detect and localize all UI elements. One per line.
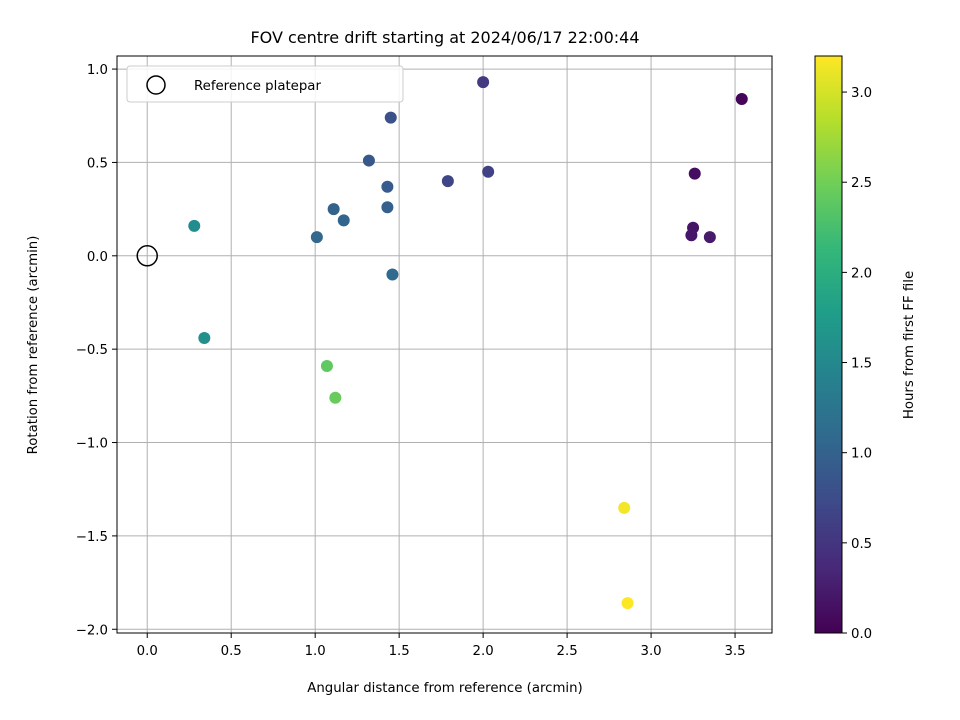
x-tick-label: 0.5 bbox=[221, 644, 242, 659]
scatter-point bbox=[703, 231, 716, 244]
legend-marker-icon bbox=[146, 75, 166, 95]
scatter-point bbox=[735, 92, 748, 105]
y-tick-label: 0.0 bbox=[87, 250, 108, 265]
colorbar-gradient bbox=[814, 55, 843, 634]
x-tick-label: 3.5 bbox=[724, 644, 745, 659]
scatter-point bbox=[198, 331, 211, 344]
y-axis-ticks: 1.0 0.5 0.0 −0.5 −1.0 −1.5 −2.0 bbox=[76, 63, 117, 638]
y-axis-label: Rotation from reference (arcmin) bbox=[26, 236, 41, 455]
scatter-point bbox=[685, 229, 698, 242]
colorbar-tick-label: 3.0 bbox=[851, 86, 872, 101]
y-tick-label: −1.5 bbox=[76, 530, 108, 545]
legend-box bbox=[126, 65, 404, 103]
scatter-point bbox=[477, 76, 490, 89]
scatter-points bbox=[188, 76, 748, 610]
scatter-point bbox=[327, 203, 340, 216]
plot-area bbox=[116, 55, 773, 634]
scatter-point bbox=[386, 268, 399, 281]
colorbar-label: Hours from first FF file bbox=[902, 271, 917, 419]
scatter-point bbox=[621, 597, 634, 610]
legend-entry-label: Reference platepar bbox=[194, 79, 321, 94]
scatter-point bbox=[441, 175, 454, 188]
y-tick-label: −2.0 bbox=[76, 623, 108, 638]
scatter-point bbox=[310, 231, 323, 244]
x-tick-label: 1.0 bbox=[305, 644, 326, 659]
scatter-point bbox=[337, 214, 350, 227]
colorbar-ticks: 0.0 0.5 1.0 1.5 2.0 2.5 3.0 bbox=[842, 86, 872, 642]
scatter-point bbox=[188, 219, 201, 232]
colorbar-tick-label: 2.0 bbox=[851, 266, 872, 281]
chart-title: FOV centre drift starting at 2024/06/17 … bbox=[250, 28, 639, 47]
colorbar-tick-label: 0.5 bbox=[851, 537, 872, 552]
colorbar-tick-label: 2.5 bbox=[851, 176, 872, 191]
grid-lines bbox=[117, 56, 772, 633]
legend: Reference platepar bbox=[126, 65, 404, 103]
y-tick-label: 0.5 bbox=[87, 156, 108, 171]
x-axis-ticks: 0.0 0.5 1.0 1.5 2.0 2.5 3.0 3.5 bbox=[137, 633, 746, 659]
scatter-point bbox=[362, 154, 375, 167]
colorbar-tick-label: 0.0 bbox=[851, 627, 872, 642]
colorbar: 0.0 0.5 1.0 1.5 2.0 2.5 3.0 Hours from first F… bbox=[814, 55, 917, 642]
colorbar-tick-label: 1.5 bbox=[851, 357, 872, 372]
scatter-point bbox=[381, 201, 394, 214]
y-tick-label: 1.0 bbox=[87, 63, 108, 78]
scatter-point bbox=[329, 391, 342, 404]
x-tick-label: 0.0 bbox=[137, 644, 158, 659]
scatter-point bbox=[618, 501, 631, 514]
scatter-point bbox=[320, 359, 333, 372]
colorbar-tick-label: 1.0 bbox=[851, 447, 872, 462]
x-tick-label: 2.0 bbox=[473, 644, 494, 659]
x-tick-label: 3.0 bbox=[640, 644, 661, 659]
reference-platepar-marker bbox=[136, 245, 158, 267]
y-tick-label: −1.0 bbox=[76, 437, 108, 452]
y-tick-label: −0.5 bbox=[76, 343, 108, 358]
scatter-point bbox=[381, 180, 394, 193]
x-axis-label: Angular distance from reference (arcmin) bbox=[307, 681, 582, 696]
scatter-point bbox=[688, 167, 701, 180]
plot-frame bbox=[116, 55, 773, 634]
scatter-point bbox=[384, 111, 397, 124]
x-tick-label: 1.5 bbox=[389, 644, 410, 659]
scatter-point bbox=[482, 165, 495, 178]
x-tick-label: 2.5 bbox=[557, 644, 578, 659]
